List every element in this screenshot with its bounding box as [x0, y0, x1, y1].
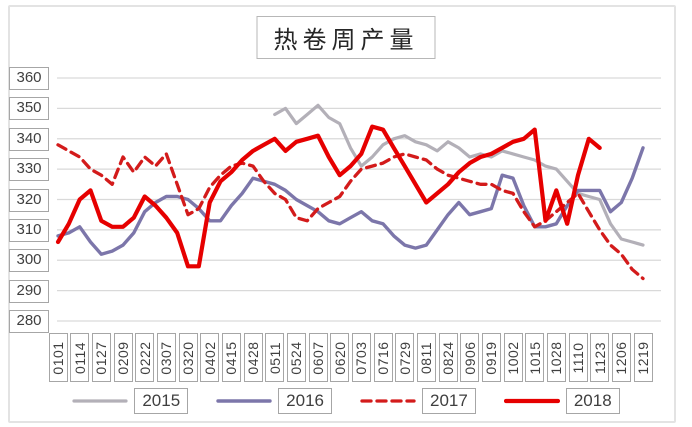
legend-item-2016: 2016	[216, 388, 332, 414]
x-tick-label: 0101	[48, 333, 68, 382]
x-tick-label: 0906	[460, 333, 480, 382]
legend-line-swatch	[360, 399, 416, 403]
x-tick-text: 0428	[245, 340, 261, 375]
series-line-2018	[55, 124, 602, 269]
x-tick-text: 0402	[201, 340, 218, 375]
x-tick-text: 1002	[505, 340, 521, 375]
x-tick-text: 0209	[115, 340, 131, 375]
y-tick-label: 360	[9, 67, 49, 90]
x-tick-text: 0415	[223, 340, 240, 375]
x-tick-text: 0811	[418, 341, 435, 374]
legend-line-swatch	[503, 398, 560, 404]
x-tick-text: 1219	[635, 340, 651, 375]
x-tick-label: 0428	[243, 333, 263, 382]
x-tick-text: 0716	[375, 340, 391, 375]
legend-label: 2015	[134, 388, 189, 414]
x-tick-label: 0811	[416, 333, 436, 382]
x-tick-label: 0127	[91, 333, 111, 382]
x-tick-text: 0620	[331, 340, 348, 375]
legend-item-2015: 2015	[72, 388, 189, 414]
y-tick-label: 300	[9, 249, 49, 273]
x-tick-label: 0402	[200, 333, 220, 382]
chart-title: 热卷周产量	[256, 16, 436, 59]
legend-line-swatch	[72, 399, 128, 403]
x-tick-label: 1123	[590, 333, 610, 382]
x-tick-label: 0307	[156, 333, 176, 382]
x-tick-text: 0307	[158, 340, 175, 375]
x-tick-text: 0919	[483, 340, 500, 375]
x-tick-text: 0824	[440, 340, 456, 375]
legend-line-swatch	[216, 399, 272, 403]
x-tick-text: 1028	[548, 340, 565, 375]
chart-legend: 2015 2016 2017 2018	[0, 388, 692, 414]
x-tick-text: 0703	[353, 340, 370, 375]
x-tick-text: 1015	[526, 340, 543, 375]
x-tick-text: 0729	[396, 340, 413, 375]
x-tick-label: 1002	[503, 333, 523, 382]
x-tick-label: 0716	[373, 333, 393, 382]
x-tick-text: 0906	[461, 340, 478, 375]
x-tick-label: 0703	[351, 333, 371, 382]
x-tick-label: 0824	[438, 333, 458, 382]
x-tick-text: 0607	[310, 340, 326, 375]
x-tick-text: 1206	[613, 340, 630, 375]
x-tick-text: 0222	[136, 340, 153, 375]
x-tick-label: 0415	[221, 333, 241, 382]
x-tick-label: 1015	[525, 333, 545, 382]
legend-label: 2016	[278, 388, 332, 414]
series-line-2015	[273, 103, 645, 247]
x-tick-text: 0511	[266, 341, 283, 374]
x-tick-text: 0524	[288, 340, 305, 375]
y-tick-label: 340	[9, 127, 49, 151]
x-tick-label: 0620	[330, 333, 350, 382]
x-tick-text: 1110	[570, 341, 586, 374]
y-tick-label: 320	[9, 188, 49, 212]
x-tick-label: 0209	[113, 333, 133, 382]
x-tick-label: 0222	[135, 333, 155, 382]
series-line-2016	[56, 146, 645, 256]
x-tick-label: 0607	[308, 333, 328, 382]
x-tick-label: 0114	[70, 333, 90, 382]
x-tick-text: 0320	[180, 340, 196, 375]
x-tick-label: 0729	[395, 333, 415, 382]
x-tick-label: 0919	[481, 333, 501, 382]
x-tick-label: 0320	[178, 333, 198, 382]
x-tick-text: 0114	[71, 341, 88, 374]
x-tick-text: 0101	[50, 340, 66, 375]
legend-item-2018: 2018	[503, 388, 620, 414]
x-tick-label: 1110	[568, 333, 588, 382]
legend-item-2017: 2017	[360, 388, 476, 414]
x-tick-text: 0127	[93, 340, 110, 375]
y-tick-label: 310	[9, 218, 49, 242]
x-tick-label: 0524	[286, 333, 306, 382]
x-tick-label: 1028	[546, 333, 566, 382]
y-tick-label: 330	[9, 158, 49, 182]
x-tick-label: 1206	[611, 333, 631, 382]
x-tick-label: 0511	[265, 333, 285, 382]
x-tick-label: 1219	[633, 333, 653, 382]
legend-label: 2017	[422, 388, 476, 414]
y-tick-label: 290	[9, 279, 49, 303]
x-tick-text: 1123	[591, 341, 608, 374]
y-tick-label: 280	[9, 310, 49, 333]
legend-label: 2018	[565, 388, 620, 414]
y-tick-label: 350	[9, 97, 49, 121]
